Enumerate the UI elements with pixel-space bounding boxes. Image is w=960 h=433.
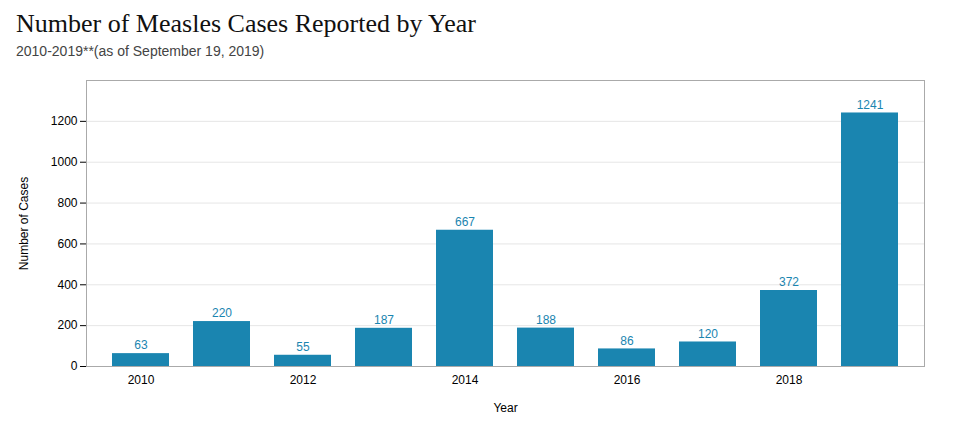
svg-text:220: 220 bbox=[212, 306, 232, 320]
svg-text:2010: 2010 bbox=[128, 373, 155, 387]
svg-text:63: 63 bbox=[134, 338, 148, 352]
svg-text:55: 55 bbox=[296, 340, 310, 354]
svg-text:2016: 2016 bbox=[614, 373, 641, 387]
svg-text:1200: 1200 bbox=[51, 114, 78, 128]
svg-text:Year: Year bbox=[493, 401, 517, 415]
svg-text:86: 86 bbox=[620, 334, 634, 348]
svg-text:400: 400 bbox=[57, 278, 77, 292]
svg-text:2014: 2014 bbox=[452, 373, 479, 387]
svg-text:188: 188 bbox=[536, 313, 556, 327]
svg-text:2012: 2012 bbox=[290, 373, 317, 387]
svg-text:0: 0 bbox=[71, 359, 78, 373]
svg-text:187: 187 bbox=[374, 313, 394, 327]
svg-text:200: 200 bbox=[57, 318, 77, 332]
svg-text:Number of Cases: Number of Cases bbox=[17, 177, 31, 270]
svg-text:1000: 1000 bbox=[51, 155, 78, 169]
svg-text:600: 600 bbox=[57, 237, 77, 251]
svg-text:1241: 1241 bbox=[857, 98, 884, 112]
svg-text:372: 372 bbox=[779, 275, 799, 289]
svg-text:667: 667 bbox=[455, 215, 475, 229]
html-text:2010-2019**(as of September 19: 2010-2019**(as of September 19, 2019) bbox=[16, 43, 265, 59]
svg-text:800: 800 bbox=[57, 196, 77, 210]
svg-text:2018: 2018 bbox=[776, 373, 803, 387]
svg-text:120: 120 bbox=[698, 327, 718, 341]
html-text:Number of Measles Cases Report: Number of Measles Cases Reported by Year bbox=[16, 9, 476, 38]
